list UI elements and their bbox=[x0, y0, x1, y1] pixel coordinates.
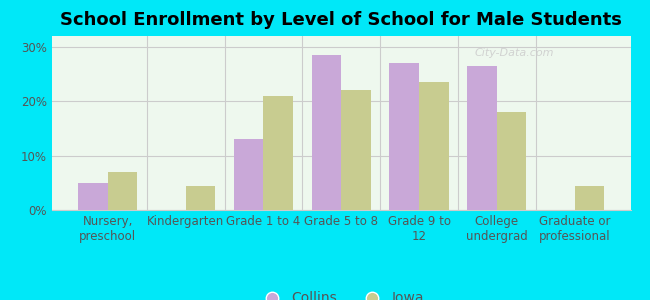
Bar bbox=[186, 185, 215, 210]
Bar bbox=[234, 139, 263, 210]
Bar bbox=[108, 172, 137, 210]
Bar bbox=[389, 63, 419, 210]
Bar bbox=[467, 66, 497, 210]
Bar bbox=[312, 55, 341, 210]
Bar bbox=[78, 183, 108, 210]
Legend: Collins, Iowa: Collins, Iowa bbox=[253, 286, 430, 300]
Bar bbox=[575, 185, 604, 210]
Bar bbox=[263, 96, 293, 210]
Title: School Enrollment by Level of School for Male Students: School Enrollment by Level of School for… bbox=[60, 11, 622, 29]
Text: City-Data.com: City-Data.com bbox=[474, 48, 554, 58]
Bar bbox=[497, 112, 526, 210]
Bar bbox=[419, 82, 448, 210]
Bar bbox=[341, 90, 370, 210]
